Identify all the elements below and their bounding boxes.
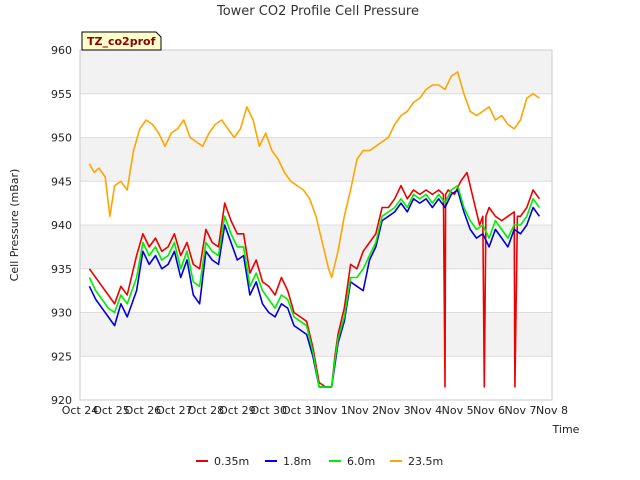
plot-band <box>80 268 552 313</box>
chart-title: Tower CO2 Profile Cell Pressure <box>216 4 419 19</box>
plot-frame <box>79 49 553 401</box>
y-tick-label: 945 <box>51 175 72 188</box>
site-badge-label: TZ_co2prof <box>87 35 156 48</box>
x-tick-label: Oct 30 <box>251 404 288 417</box>
site-badge: TZ_co2prof <box>81 31 162 51</box>
x-tick-label: Nov 1 <box>316 404 348 417</box>
legend-item: 6.0m <box>329 455 375 468</box>
legend-label: 6.0m <box>347 455 375 468</box>
x-tick-label: Nov 4 <box>410 404 442 417</box>
x-tick-label: Oct 31 <box>282 404 319 417</box>
y-tick-label: 925 <box>51 350 72 363</box>
y-axis-label: Cell Pressure (mBar) <box>8 169 21 282</box>
x-tick-label: Nov 7 <box>505 404 537 417</box>
y-tick-label: 960 <box>51 44 72 57</box>
plot-band <box>80 93 552 138</box>
plot-band <box>80 50 552 94</box>
series-line-23.5m <box>88 71 540 279</box>
x-tick-label: Oct 27 <box>156 404 193 417</box>
y-tick-label: 950 <box>51 132 72 145</box>
x-axis-label: Time <box>552 423 580 436</box>
legend: 0.35m 1.8m 6.0m 23.5m <box>196 455 443 468</box>
legend-label: 0.35m <box>214 455 249 468</box>
y-tick-label: 930 <box>51 307 72 320</box>
x-tick-label: Oct 26 <box>125 404 162 417</box>
plot-band <box>80 312 552 357</box>
y-tick-label: 955 <box>51 88 72 101</box>
x-tick-label: Nov 3 <box>379 404 411 417</box>
legend-label: 1.8m <box>283 455 311 468</box>
x-tick-label: Oct 29 <box>219 404 256 417</box>
x-tick-label: Oct 24 <box>62 404 99 417</box>
legend-item: 0.35m <box>196 455 249 468</box>
site-badge-box <box>81 31 162 51</box>
x-tick-label: Nov 2 <box>347 404 379 417</box>
legend-item: 1.8m <box>265 455 311 468</box>
y-tick-label: 935 <box>51 263 72 276</box>
x-tick-label: Oct 28 <box>188 404 225 417</box>
x-tick-label: Nov 5 <box>442 404 474 417</box>
x-tick-label: Oct 25 <box>93 404 130 417</box>
y-tick-label: 920 <box>51 394 72 407</box>
x-tick-label: Nov 6 <box>473 404 505 417</box>
y-axis-ticks: 920 925 930 935 940 945 950 955 960 <box>51 44 72 407</box>
legend-label: 23.5m <box>408 455 443 468</box>
series-lines <box>88 71 541 388</box>
y-tick-label: 940 <box>51 219 72 232</box>
x-tick-label: Nov 8 <box>536 404 568 417</box>
legend-item: 23.5m <box>390 455 443 468</box>
plot-band <box>80 137 552 182</box>
series-line-6.0m <box>88 184 541 388</box>
